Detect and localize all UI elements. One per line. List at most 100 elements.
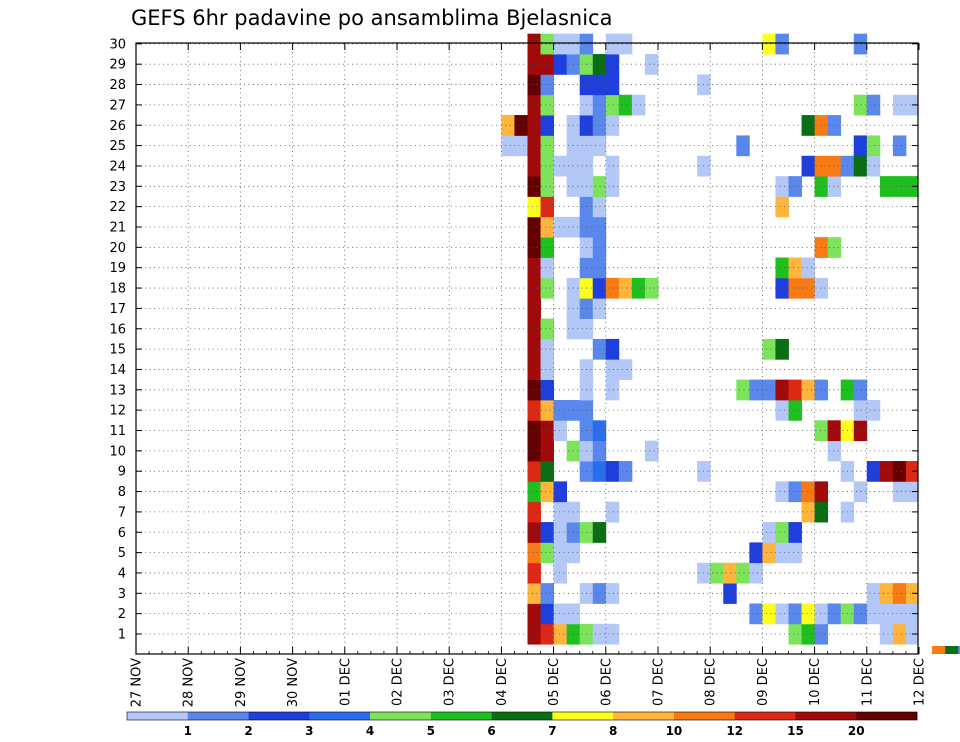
heatmap-cell (527, 501, 541, 523)
heatmap-cell (553, 33, 568, 55)
heatmap-cell (540, 359, 554, 381)
heatmap-cell (905, 461, 918, 482)
heatmap-cell (814, 379, 829, 401)
heatmap-cell (866, 461, 881, 482)
heatmap-cell (592, 54, 607, 75)
colorbar-segment (734, 712, 796, 720)
heatmap-cell (866, 94, 881, 116)
heatmap-cell (775, 522, 789, 543)
colorbar-segment (552, 712, 614, 720)
heatmap-cell (527, 542, 541, 564)
heatmap-cell (723, 583, 737, 604)
heatmap-cell (723, 562, 737, 584)
heatmap-cell (762, 379, 776, 401)
heatmap-cell (801, 379, 815, 401)
grid-lines (136, 43, 918, 654)
heatmap-cell (540, 420, 554, 442)
heatmap-cell (553, 216, 568, 238)
colorbar-segment (430, 712, 492, 720)
x-tick-label: 04 DEC (495, 658, 510, 706)
heatmap-cell (866, 135, 881, 157)
heatmap-cell (540, 277, 554, 299)
heatmap-cell (592, 237, 607, 258)
heatmap-cell (605, 338, 620, 360)
heatmap-cell (540, 379, 554, 401)
heatmap-cell (775, 338, 789, 360)
heatmap-cell (540, 155, 554, 177)
heatmap-cell (788, 176, 802, 197)
heatmap-cell (553, 562, 568, 584)
heatmap-cell (762, 338, 776, 360)
colorbar-label: 3 (305, 724, 313, 738)
heatmap-cell (527, 522, 541, 543)
heatmap-cell (540, 54, 554, 75)
heatmap-cell (514, 115, 528, 136)
heatmap-cell (892, 603, 907, 625)
heatmap-cell (540, 237, 554, 258)
colorbar-label: 2 (244, 724, 252, 738)
heatmap-cell (958, 646, 960, 654)
heatmap-cell (788, 277, 802, 299)
heatmap-cell (801, 481, 815, 503)
x-tick-label: 05 DEC (547, 658, 562, 706)
heatmap-cell (527, 359, 541, 381)
heatmap-cell (788, 623, 802, 645)
heatmap-cell (527, 54, 541, 75)
heatmap-cell (553, 542, 568, 564)
heatmap-cell (618, 277, 633, 299)
colorbar-label: 12 (726, 724, 743, 738)
heatmap-cell (527, 216, 541, 238)
heatmap-cell (892, 481, 907, 503)
heatmap-cell (540, 440, 554, 462)
heatmap-cell (853, 481, 868, 503)
x-tick-label: 06 DEC (599, 658, 614, 706)
heatmap-cell (853, 399, 868, 421)
heatmap-cell (866, 155, 881, 177)
heatmap-cell (553, 603, 568, 625)
heatmap-cell (932, 646, 946, 654)
heatmap-cell (592, 115, 607, 136)
y-tick-label: 27 (109, 98, 126, 113)
heatmap-cell (540, 257, 554, 279)
heatmap-cell (631, 277, 646, 299)
heatmap-cell (527, 115, 541, 136)
colorbar-segment (856, 712, 918, 720)
heatmap-cell (592, 440, 607, 462)
heatmap-cell (592, 176, 607, 197)
heatmap-cell (788, 257, 802, 279)
heatmap-cell (540, 623, 554, 645)
heatmap-cell (814, 176, 829, 197)
heatmap-cell (879, 603, 894, 625)
heatmap-cell (605, 115, 620, 136)
heatmap-cell (527, 257, 541, 279)
heatmap-cell (527, 74, 541, 96)
y-tick-label: 12 (109, 404, 126, 419)
colorbar-label: 20 (848, 724, 865, 738)
y-tick-label: 25 (109, 139, 126, 154)
heatmap-cell (905, 583, 918, 604)
x-tick-label: 02 DEC (391, 658, 406, 706)
heatmap-cell (592, 277, 607, 299)
heatmap-cell (892, 583, 907, 604)
x-tick-label: 11 DEC (860, 658, 875, 706)
x-tick-label: 29 NOV (234, 658, 249, 707)
heatmap-cell (527, 603, 541, 625)
heatmap-cell (592, 216, 607, 238)
heatmap-cell (853, 33, 868, 55)
y-tick-label: 1 (118, 628, 126, 643)
colorbar-segment (187, 712, 249, 720)
colorbar-label: 4 (366, 724, 374, 738)
heatmap-cell (592, 135, 607, 157)
heatmap-cell (853, 155, 868, 177)
heatmap-cell (762, 522, 776, 543)
heatmap-cell (801, 155, 815, 177)
heatmap-cell (527, 33, 541, 55)
heatmap-cell (527, 135, 541, 157)
x-tick-label: 30 NOV (286, 658, 301, 707)
heatmap-cell (879, 461, 894, 482)
heatmap-cell (592, 461, 607, 482)
heatmap-cell (814, 481, 829, 503)
heatmap-cell (540, 583, 554, 604)
heatmap-cell (540, 216, 554, 238)
y-tick-label: 3 (118, 587, 126, 602)
